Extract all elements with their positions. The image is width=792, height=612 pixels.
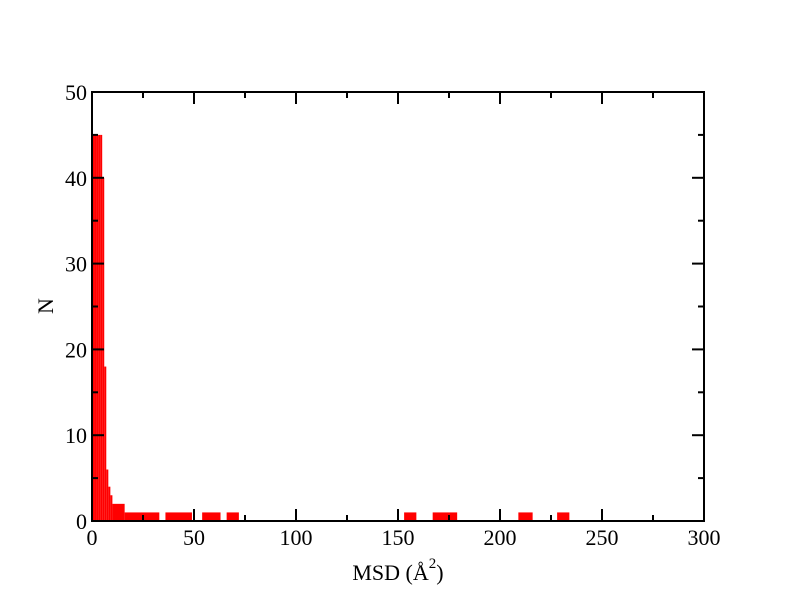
x-tick-label: 100 — [280, 525, 313, 550]
y-tick-label: 40 — [65, 166, 87, 191]
x-tick-label: 50 — [183, 525, 205, 550]
histogram-bar-17 — [518, 512, 533, 521]
y-tick-label: 20 — [65, 337, 87, 362]
histogram-bar-10 — [112, 503, 125, 521]
histogram-bar-12 — [165, 512, 192, 521]
histogram-bar-8 — [108, 486, 111, 521]
histogram-bar-18 — [557, 512, 570, 521]
histogram-bar-4 — [100, 134, 103, 521]
histogram-bar-6 — [104, 366, 107, 521]
x-tick-label: 250 — [586, 525, 619, 550]
histogram-bar-13 — [202, 512, 221, 521]
histogram-bar-11 — [124, 512, 160, 521]
ticks-group — [91, 91, 705, 522]
x-tick-label: 150 — [382, 525, 415, 550]
y-tick-labels: 0 10 20 30 40 50 — [65, 80, 87, 534]
histogram-bar-2 — [96, 134, 99, 521]
x-tick-label: 300 — [688, 525, 721, 550]
histogram-bar-14 — [226, 512, 239, 521]
plot-frame — [91, 91, 705, 522]
y-tick-label: 50 — [65, 80, 87, 105]
bars-group — [92, 134, 570, 522]
x-tick-labels: 0 50 100 150 200 250 300 — [87, 525, 721, 550]
histogram-bar-3 — [98, 134, 101, 521]
x-tick-label: 0 — [87, 525, 98, 550]
y-tick-label: 10 — [65, 423, 87, 448]
y-axis-title: N — [33, 298, 58, 314]
x-tick-label: 200 — [484, 525, 517, 550]
x-axis-title: MSD (Å2) — [352, 556, 443, 585]
y-tick-label: 0 — [76, 509, 87, 534]
histogram-bar-0 — [92, 134, 95, 521]
histogram-bar-1 — [94, 134, 97, 521]
histogram-bar-9 — [110, 495, 113, 521]
y-tick-label: 30 — [65, 252, 87, 277]
histogram-bar-15 — [404, 512, 417, 521]
histogram-bar-7 — [106, 469, 109, 521]
histogram-bar-16 — [432, 512, 458, 521]
